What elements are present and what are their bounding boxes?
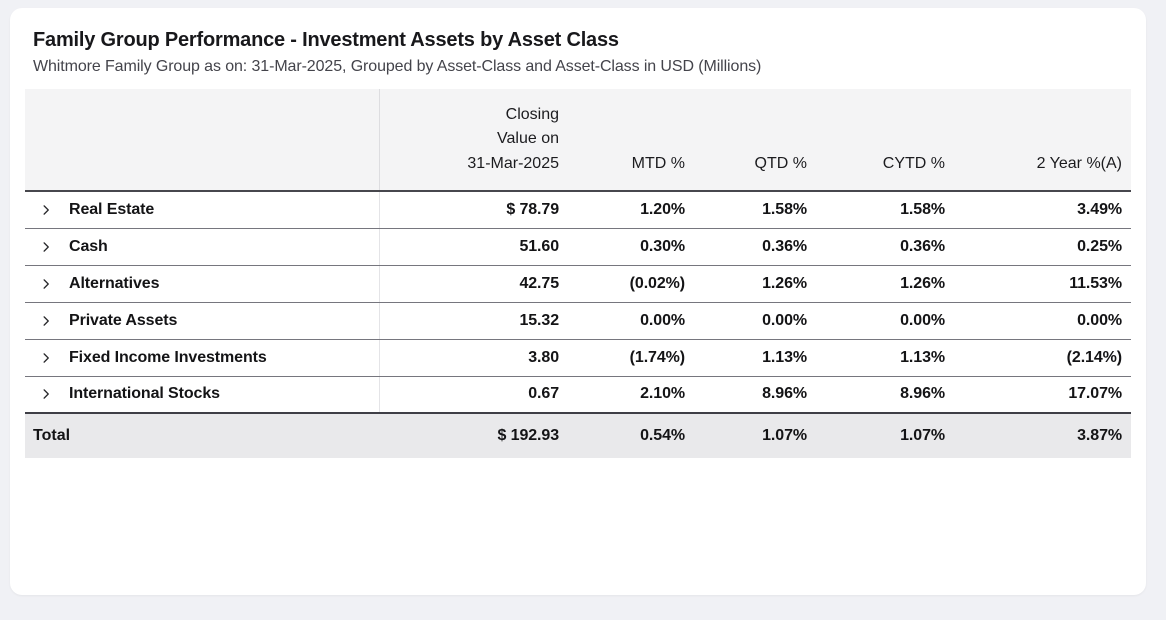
- table-total-row: Total $ 192.93 0.54% 1.07% 1.07% 3.87%: [25, 412, 1131, 458]
- total-cytd: 1.07%: [822, 412, 960, 458]
- asset-class-label: Fixed Income Investments: [69, 348, 267, 366]
- closing-value-cell: 3.80: [379, 339, 574, 377]
- total-label: Total: [25, 412, 379, 458]
- total-qtd: 1.07%: [700, 412, 822, 458]
- report-header: Family Group Performance - Investment As…: [10, 8, 1146, 76]
- column-header-closing-value: Closing Value on 31-Mar-2025: [379, 89, 574, 192]
- column-header-cytd: CYTD %: [822, 89, 960, 192]
- table-row[interactable]: Real Estate $ 78.79 1.20% 1.58% 1.58% 3.…: [25, 191, 1131, 229]
- chevron-right-icon[interactable]: [40, 352, 52, 364]
- mtd-cell: (1.74%): [574, 339, 700, 377]
- chevron-right-icon[interactable]: [40, 204, 52, 216]
- total-closing-value: $ 192.93: [379, 412, 574, 458]
- asset-class-label: Alternatives: [69, 274, 160, 292]
- mtd-cell: 0.00%: [574, 302, 700, 340]
- chevron-right-icon[interactable]: [40, 241, 52, 253]
- chevron-right-icon[interactable]: [40, 278, 52, 290]
- cytd-cell: 1.26%: [822, 265, 960, 303]
- table-body: Real Estate $ 78.79 1.20% 1.58% 1.58% 3.…: [25, 191, 1131, 414]
- 2year-cell: 17.07%: [960, 376, 1131, 414]
- qtd-cell: 8.96%: [700, 376, 822, 414]
- closing-value-cell: 51.60: [379, 228, 574, 266]
- 2year-cell: 11.53%: [960, 265, 1131, 303]
- closing-value-cell: 42.75: [379, 265, 574, 303]
- report-subtitle: Whitmore Family Group as on: 31-Mar-2025…: [33, 58, 762, 75]
- column-header-qtd: QTD %: [700, 89, 822, 192]
- table-row[interactable]: Fixed Income Investments 3.80 (1.74%) 1.…: [25, 339, 1131, 377]
- table-row[interactable]: International Stocks 0.67 2.10% 8.96% 8.…: [25, 376, 1131, 414]
- asset-class-cell: International Stocks: [25, 376, 380, 414]
- column-header-mtd: MTD %: [574, 89, 700, 192]
- cytd-cell: 0.36%: [822, 228, 960, 266]
- total-mtd: 0.54%: [574, 412, 700, 458]
- cytd-cell: 8.96%: [822, 376, 960, 414]
- asset-class-cell: Cash: [25, 228, 380, 266]
- closing-value-cell: $ 78.79: [379, 191, 574, 229]
- table-row[interactable]: Private Assets 15.32 0.00% 0.00% 0.00% 0…: [25, 302, 1131, 340]
- asset-class-label: Private Assets: [69, 311, 178, 329]
- asset-class-cell: Fixed Income Investments: [25, 339, 380, 377]
- asset-class-cell: Private Assets: [25, 302, 380, 340]
- mtd-cell: 1.20%: [574, 191, 700, 229]
- cytd-cell: 0.00%: [822, 302, 960, 340]
- qtd-cell: 0.36%: [700, 228, 822, 266]
- chevron-right-icon[interactable]: [40, 388, 52, 400]
- table-header: Closing Value on 31-Mar-2025 MTD % QTD %…: [25, 89, 1131, 192]
- performance-table: Closing Value on 31-Mar-2025 MTD % QTD %…: [25, 89, 1131, 458]
- asset-class-label: Real Estate: [69, 200, 155, 218]
- mtd-cell: 2.10%: [574, 376, 700, 414]
- cytd-cell: 1.58%: [822, 191, 960, 229]
- table-row[interactable]: Alternatives 42.75 (0.02%) 1.26% 1.26% 1…: [25, 265, 1131, 303]
- asset-class-cell: Real Estate: [25, 191, 380, 229]
- qtd-cell: 1.58%: [700, 191, 822, 229]
- 2year-cell: 3.49%: [960, 191, 1131, 229]
- report-card: Family Group Performance - Investment As…: [10, 8, 1146, 595]
- closing-value-cell: 0.67: [379, 376, 574, 414]
- column-header-asset-class: [25, 89, 380, 192]
- 2year-cell: 0.25%: [960, 228, 1131, 266]
- total-2year: 3.87%: [960, 412, 1131, 458]
- cytd-cell: 1.13%: [822, 339, 960, 377]
- mtd-cell: (0.02%): [574, 265, 700, 303]
- qtd-cell: 1.26%: [700, 265, 822, 303]
- 2year-cell: (2.14%): [960, 339, 1131, 377]
- asset-class-label: Cash: [69, 237, 108, 255]
- asset-class-cell: Alternatives: [25, 265, 380, 303]
- column-header-2year: 2 Year %(A): [960, 89, 1131, 192]
- qtd-cell: 1.13%: [700, 339, 822, 377]
- chevron-right-icon[interactable]: [40, 315, 52, 327]
- mtd-cell: 0.30%: [574, 228, 700, 266]
- qtd-cell: 0.00%: [700, 302, 822, 340]
- asset-class-label: International Stocks: [69, 385, 220, 403]
- page-title: Family Group Performance - Investment As…: [33, 29, 619, 51]
- closing-value-cell: 15.32: [379, 302, 574, 340]
- 2year-cell: 0.00%: [960, 302, 1131, 340]
- table-row[interactable]: Cash 51.60 0.30% 0.36% 0.36% 0.25%: [25, 228, 1131, 266]
